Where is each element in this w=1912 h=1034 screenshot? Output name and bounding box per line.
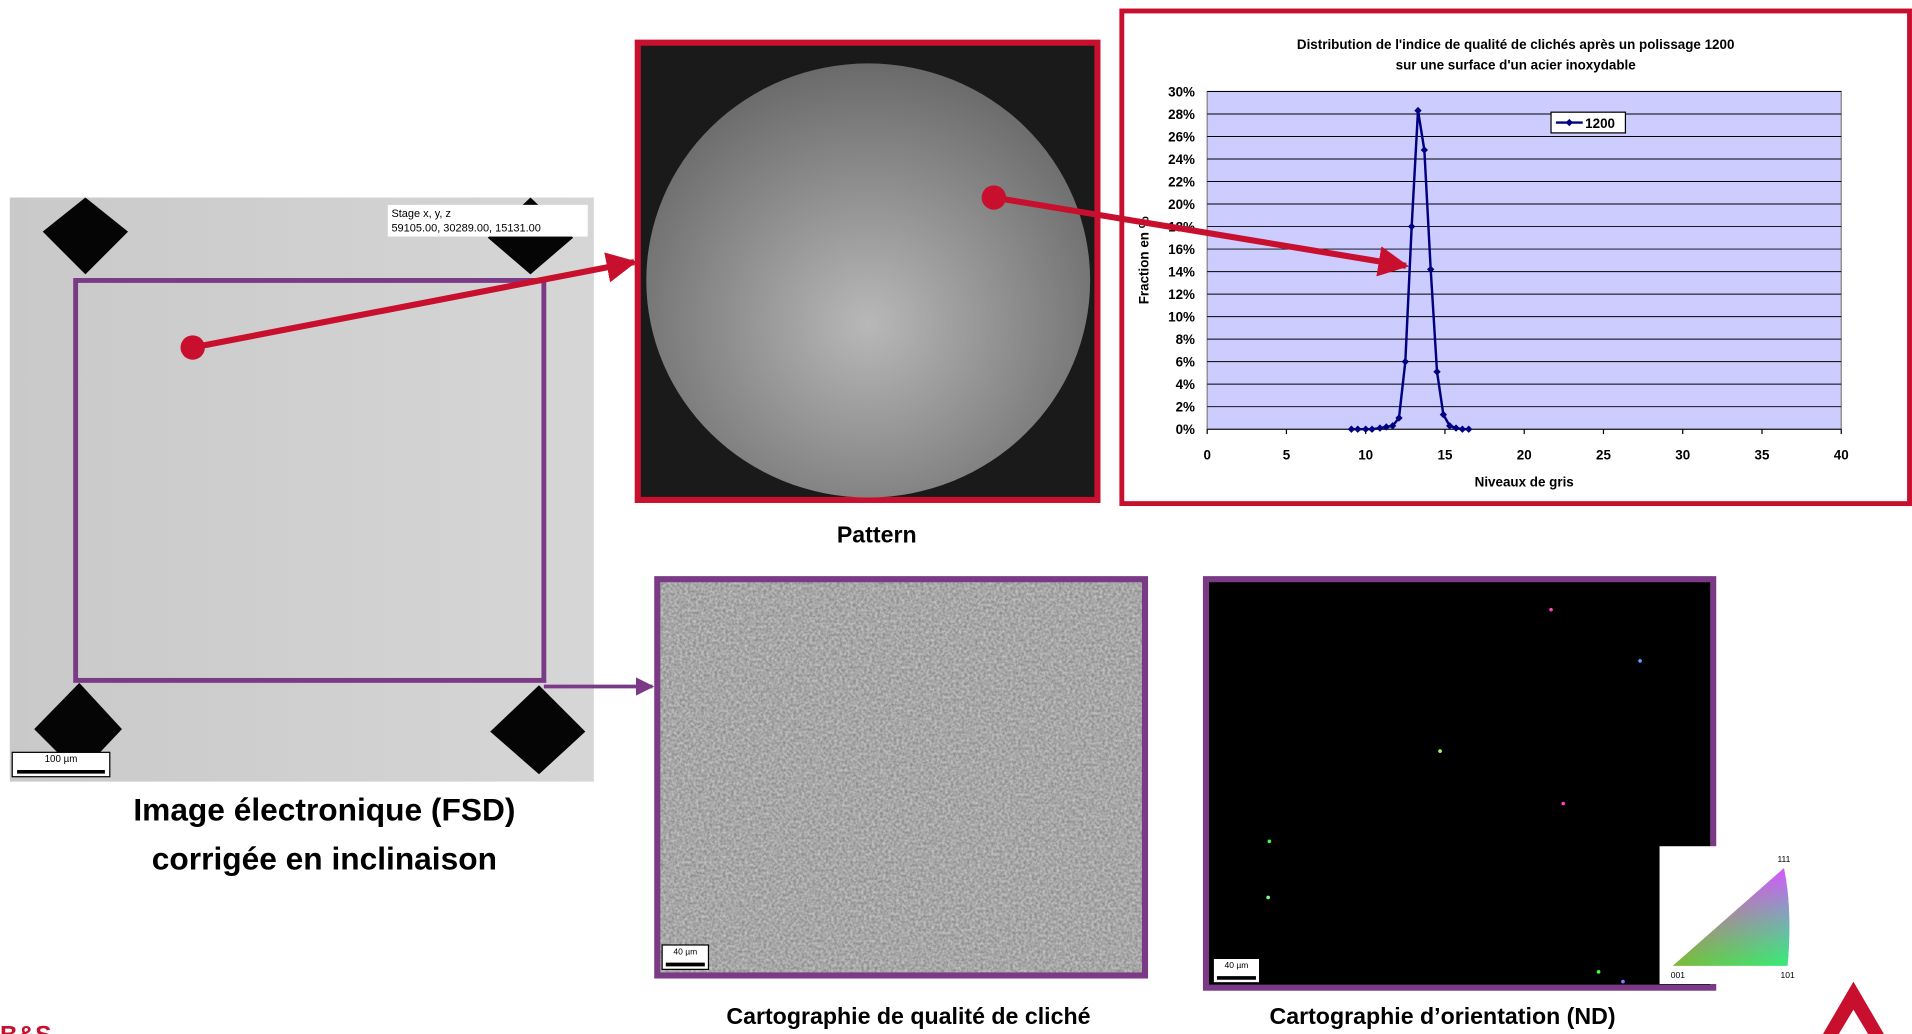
legend-label: 1200 bbox=[1585, 116, 1615, 131]
footer-left: B&S bbox=[0, 1022, 51, 1034]
chart-title: sur une surface d'un acier inoxydable bbox=[1396, 58, 1636, 73]
plot-area bbox=[1207, 91, 1841, 429]
y-tick-label: 4% bbox=[1176, 377, 1195, 392]
x-tick-label: 5 bbox=[1283, 448, 1291, 463]
x-tick-label: 30 bbox=[1675, 448, 1690, 463]
legend-label: 101 bbox=[1780, 970, 1794, 980]
x-axis-label: Niveaux de gris bbox=[1475, 475, 1574, 490]
scale-label: 40 µm bbox=[1225, 960, 1249, 970]
quality-map: 40 µm bbox=[657, 579, 1145, 975]
y-tick-label: 12% bbox=[1168, 287, 1195, 302]
stage-values: 59105.00, 30289.00, 15131.00 bbox=[391, 223, 540, 235]
y-tick-label: 28% bbox=[1168, 107, 1195, 122]
chart-title: Distribution de l'indice de qualité de c… bbox=[1297, 37, 1735, 52]
y-tick-label: 22% bbox=[1168, 174, 1195, 189]
x-tick-label: 25 bbox=[1596, 448, 1611, 463]
y-tick-label: 30% bbox=[1168, 84, 1195, 99]
y-tick-label: 0% bbox=[1176, 422, 1195, 437]
y-tick-label: 2% bbox=[1176, 400, 1195, 415]
orientation-caption: Cartographie d’orientation (ND) bbox=[1269, 1003, 1615, 1029]
slide: Stage x, y, z 59105.00, 30289.00, 15131.… bbox=[0, 0, 1912, 1034]
chart: Distribution de l'indice de qualité de c… bbox=[1137, 37, 1849, 490]
pattern-image bbox=[638, 43, 1098, 500]
quality-caption: Cartographie de qualité de cliché bbox=[726, 1003, 1090, 1029]
scale-label: 40 µm bbox=[673, 947, 697, 957]
y-tick-label: 16% bbox=[1168, 242, 1195, 257]
x-tick-label: 0 bbox=[1203, 448, 1210, 463]
y-tick-label: 24% bbox=[1168, 152, 1195, 167]
orientation-map: 40 µm 111 001 101 bbox=[1206, 579, 1806, 987]
y-axis-label: Fraction en % bbox=[1137, 216, 1152, 304]
x-tick-label: 35 bbox=[1755, 448, 1770, 463]
y-tick-label: 8% bbox=[1176, 332, 1195, 347]
y-tick-label: 10% bbox=[1168, 309, 1195, 324]
x-tick-label: 20 bbox=[1517, 448, 1532, 463]
pattern-caption: Pattern bbox=[837, 522, 917, 548]
x-tick-label: 40 bbox=[1834, 448, 1849, 463]
stage-label: Stage x, y, z bbox=[391, 208, 451, 220]
x-tick-label: 10 bbox=[1358, 448, 1373, 463]
logo bbox=[1823, 982, 1884, 1034]
legend-label: 001 bbox=[1671, 970, 1685, 980]
y-tick-label: 6% bbox=[1176, 355, 1195, 370]
y-tick-label: 20% bbox=[1168, 197, 1195, 212]
y-tick-label: 14% bbox=[1168, 264, 1195, 279]
page: { "fsd_image": { "stage_label": "Stage x… bbox=[0, 0, 1912, 1034]
fsd-caption: corrigée en inclinaison bbox=[152, 840, 497, 876]
x-tick-label: 15 bbox=[1437, 448, 1452, 463]
fsd-caption: Image électronique (FSD) bbox=[133, 792, 515, 828]
y-tick-label: 26% bbox=[1168, 129, 1195, 144]
scale-label: 100 µm bbox=[45, 754, 78, 765]
legend-label: 111 bbox=[1777, 854, 1790, 864]
